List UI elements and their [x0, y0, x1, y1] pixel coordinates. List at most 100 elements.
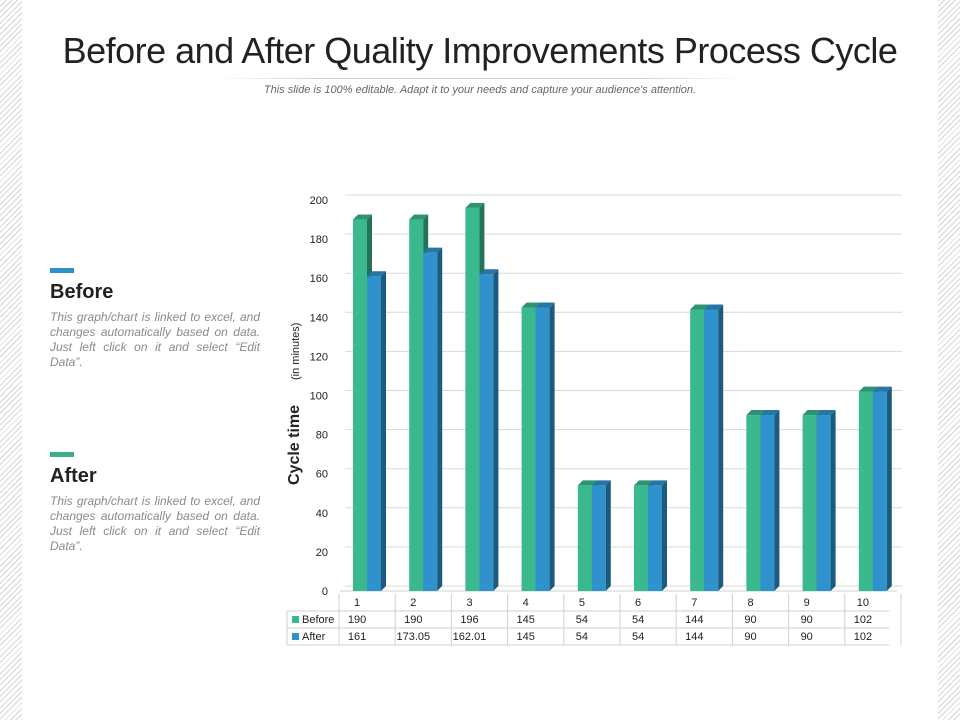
y-axis-unit-label: (in minutes)	[290, 323, 302, 380]
x-category-label: 6	[635, 597, 641, 609]
bar-top-after	[872, 386, 892, 392]
bar-side-after	[437, 247, 443, 591]
bar-before	[858, 391, 873, 591]
bar-side-after	[605, 480, 611, 591]
data-label-before: 102	[854, 614, 872, 626]
data-label-after: 90	[801, 631, 813, 643]
bar-before	[634, 485, 648, 591]
x-category-label: 8	[747, 597, 753, 609]
y-tick-label: 100	[310, 391, 328, 403]
bar-side-after	[718, 304, 724, 591]
x-category-label: 3	[466, 597, 472, 609]
bar-after	[648, 485, 662, 591]
y-tick-label: 120	[310, 351, 328, 363]
data-label-after: 90	[744, 631, 756, 643]
data-label-before: 90	[801, 614, 813, 626]
bar-side-after	[493, 269, 499, 591]
bar-top-before	[746, 410, 766, 416]
data-label-before: 145	[517, 614, 535, 626]
bar-top-before	[353, 214, 372, 220]
bar-side-after	[886, 386, 892, 591]
bar-after	[816, 415, 831, 591]
table-legend-key-after	[292, 633, 299, 640]
bar-top-before	[802, 410, 822, 416]
slide-title: Before and After Quality Improvements Pr…	[62, 30, 898, 71]
right-decorative-stripe	[938, 0, 960, 720]
bar-top-before	[465, 202, 485, 208]
bar-side-after	[774, 410, 780, 591]
bar-top-before	[577, 480, 597, 486]
x-category-label: 2	[410, 597, 416, 609]
y-tick-label: 20	[316, 547, 328, 559]
bar-side-after	[830, 410, 836, 591]
x-category-label: 4	[523, 597, 529, 609]
y-tick-label: 0	[322, 586, 328, 598]
y-tick-label: 200	[310, 195, 328, 207]
bar-after	[591, 485, 606, 591]
slide-subtitle: This slide is 100% editable. Adapt it to…	[263, 84, 697, 96]
before-legend-block: Before This graph/chart is linked to exc…	[50, 268, 260, 370]
bar-top-after	[816, 410, 836, 416]
bar-top-after	[648, 480, 667, 486]
bar-top-after	[423, 247, 443, 253]
bar-top-before	[409, 214, 429, 220]
bar-after	[872, 391, 887, 591]
data-label-after: 54	[632, 631, 644, 643]
before-legend-title: Before	[50, 281, 114, 303]
bar-before	[577, 485, 592, 591]
data-label-after: 161	[348, 631, 366, 643]
bar-side-after	[549, 302, 555, 591]
data-label-before: 90	[744, 614, 756, 626]
after-legend-description: This graph/chart is linked to excel, and…	[50, 494, 260, 553]
bar-top-before	[521, 302, 541, 308]
bar-before	[409, 219, 424, 592]
bar-top-after	[760, 410, 780, 416]
bar-top-after	[367, 271, 386, 277]
bar-before	[353, 219, 367, 592]
bar-top-before	[634, 480, 653, 486]
bar-after	[704, 309, 719, 591]
bar-before	[802, 415, 817, 591]
y-axis-label: Cycle time	[286, 405, 303, 485]
data-label-before: 190	[348, 614, 366, 626]
bar-after	[423, 252, 438, 591]
bar-after	[367, 276, 381, 591]
y-tick-label: 140	[310, 312, 328, 324]
x-category-label: 10	[857, 597, 869, 609]
bar-top-after	[704, 304, 724, 310]
left-decorative-stripe	[0, 0, 22, 720]
data-label-before: 144	[685, 614, 703, 626]
bar-after	[760, 415, 775, 591]
bar-after	[479, 274, 494, 591]
data-label-before: 190	[404, 614, 422, 626]
data-label-after: 173.05	[396, 631, 430, 643]
before-legend-description: This graph/chart is linked to excel, and…	[50, 310, 260, 369]
bar-top-after	[535, 302, 555, 308]
data-label-before: 54	[576, 614, 588, 626]
x-category-label: 1	[354, 597, 360, 609]
x-category-label: 5	[579, 597, 585, 609]
y-tick-label: 40	[316, 508, 328, 520]
bar-side-after	[381, 271, 386, 591]
bar-before	[746, 415, 761, 591]
bar-before	[521, 307, 536, 591]
title-divider	[215, 78, 745, 79]
bar-before	[465, 207, 480, 591]
y-tick-label: 60	[316, 469, 328, 481]
data-label-before: 54	[632, 614, 644, 626]
after-legend-dash	[50, 452, 74, 457]
data-label-after: 145	[517, 631, 535, 643]
after-legend-title: After	[50, 465, 97, 487]
before-legend-dash	[50, 268, 74, 273]
data-label-after: 102	[854, 631, 872, 643]
x-category-label: 7	[691, 597, 697, 609]
table-series-name: After	[302, 631, 326, 643]
bar-side-after	[662, 480, 667, 591]
bar-top-before	[858, 386, 878, 392]
table-series-name: Before	[302, 614, 334, 626]
bar-after	[535, 307, 550, 591]
bar-top-after	[591, 480, 611, 486]
data-label-after: 144	[685, 631, 703, 643]
bar-top-before	[690, 304, 710, 310]
bar-before	[690, 309, 705, 591]
